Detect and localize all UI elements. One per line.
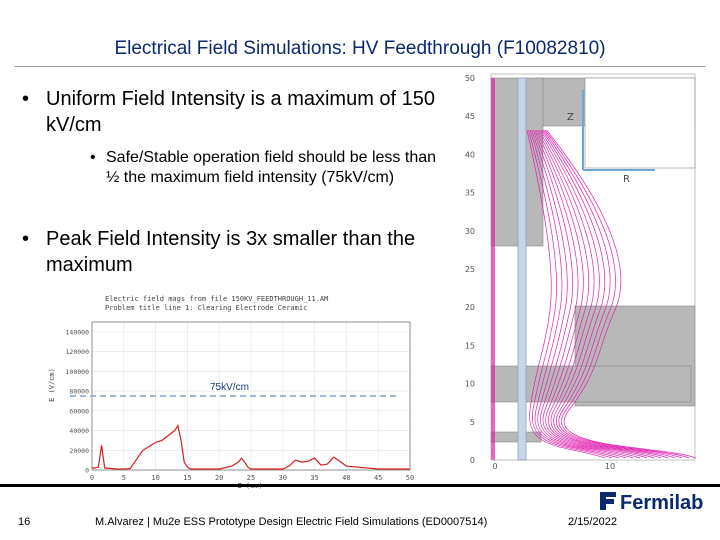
fermilab-wordmark: Fermilab [620, 492, 704, 514]
sim-y-tick-label: 50 [465, 74, 475, 83]
x-tick-label: 35 [310, 474, 318, 482]
field-line [538, 129, 662, 459]
y-tick-label: 40000 [69, 427, 89, 435]
sim-x-tick-label: 10 [605, 462, 615, 470]
bullet-glyph: • [90, 149, 96, 166]
y-tick-label: 80000 [69, 388, 89, 396]
r-axis-label: R [623, 174, 630, 185]
sim-y-tick-label: 20 [465, 303, 475, 312]
chart-title: Electric field mags from file 150KV_FEED… [105, 295, 328, 303]
sim-y-tick-label: 40 [465, 150, 475, 159]
x-tick-label: 25 [247, 474, 255, 482]
sim-y-tick-label: 15 [465, 341, 475, 350]
y-tick-label: 0 [85, 467, 89, 475]
x-tick-label: 15 [183, 474, 191, 482]
field-line [534, 129, 641, 459]
y-tick-label: 140000 [66, 328, 90, 336]
x-tick-label: 10 [151, 474, 159, 482]
footer-text: M.Alvarez | Mu2e ESS Prototype Design El… [95, 516, 488, 528]
bullet-2: • Peak Field Intensity is 3x smaller tha… [22, 226, 452, 278]
bullet-glyph: • [22, 88, 30, 110]
bullet-2-text: Peak Field Intensity is 3x smaller than … [46, 228, 416, 276]
y-axis-label: E (V/cm) [48, 368, 56, 402]
z-axis-label: Z [567, 112, 574, 123]
sim-y-tick-label: 25 [465, 265, 475, 274]
sim-y-tick-label: 35 [465, 189, 475, 198]
field-line [526, 129, 606, 459]
x-tick-label: 40 [342, 474, 350, 482]
threshold-label: 75kV/cm [210, 382, 249, 393]
field-line [546, 129, 697, 459]
field-line [532, 129, 634, 459]
field-line [541, 129, 676, 459]
x-tick-label: 45 [374, 474, 382, 482]
field-intensity-chart: Electric field mags from file 150KV_FEED… [20, 290, 420, 490]
field-line [537, 129, 655, 459]
field-line [535, 129, 648, 459]
chart-subtitle: Problem title line 1: Clearing Electrode… [105, 304, 307, 312]
field-line [531, 129, 627, 459]
x-tick-label: 30 [279, 474, 287, 482]
sim-y-tick-label: 10 [465, 380, 475, 389]
x-tick-label: 0 [90, 474, 94, 482]
slide-title: Electrical Field Simulations: HV Feedthr… [114, 38, 606, 59]
field-line [540, 129, 669, 459]
x-tick-label: 5 [122, 474, 126, 482]
fermilab-logo-icon [600, 492, 616, 510]
x-tick-label: 20 [215, 474, 223, 482]
field-line [543, 129, 683, 459]
bullet-1: • Uniform Field Intensity is a maximum o… [22, 86, 452, 138]
sim-x-tick-label: 0 [492, 462, 497, 470]
sim-y-tick-label: 5 [470, 418, 475, 427]
bullet-glyph: • [22, 228, 30, 250]
sim-y-tick-label: 0 [470, 456, 475, 465]
simulation-figure: 0 5 10 15 20 25 30 35 40 45 50 0 10 Z R [455, 70, 710, 470]
page-number: 16 [18, 516, 31, 528]
sub-bullet-1-text: Safe/Stable operation field should be le… [106, 149, 437, 186]
field-line [529, 129, 620, 459]
y-tick-label: 120000 [66, 348, 90, 356]
y-tick-label: 100000 [66, 368, 90, 376]
title-divider [14, 66, 706, 67]
footer-rule [0, 484, 720, 487]
x-tick-label: 50 [406, 474, 414, 482]
bullet-1-text: Uniform Field Intensity is a maximum of … [46, 88, 436, 136]
y-tick-label: 60000 [69, 407, 89, 415]
field-line [544, 129, 690, 459]
sub-bullet-1: • Safe/Stable operation field should be … [90, 148, 450, 188]
field-line [528, 129, 613, 459]
field-curve [92, 424, 410, 470]
sim-y-tick-label: 30 [465, 227, 475, 236]
sim-y-tick-label: 45 [465, 112, 475, 121]
y-tick-label: 20000 [69, 447, 89, 455]
feedthrough-conductor [517, 77, 527, 461]
footer-date: 2/15/2022 [568, 516, 617, 528]
